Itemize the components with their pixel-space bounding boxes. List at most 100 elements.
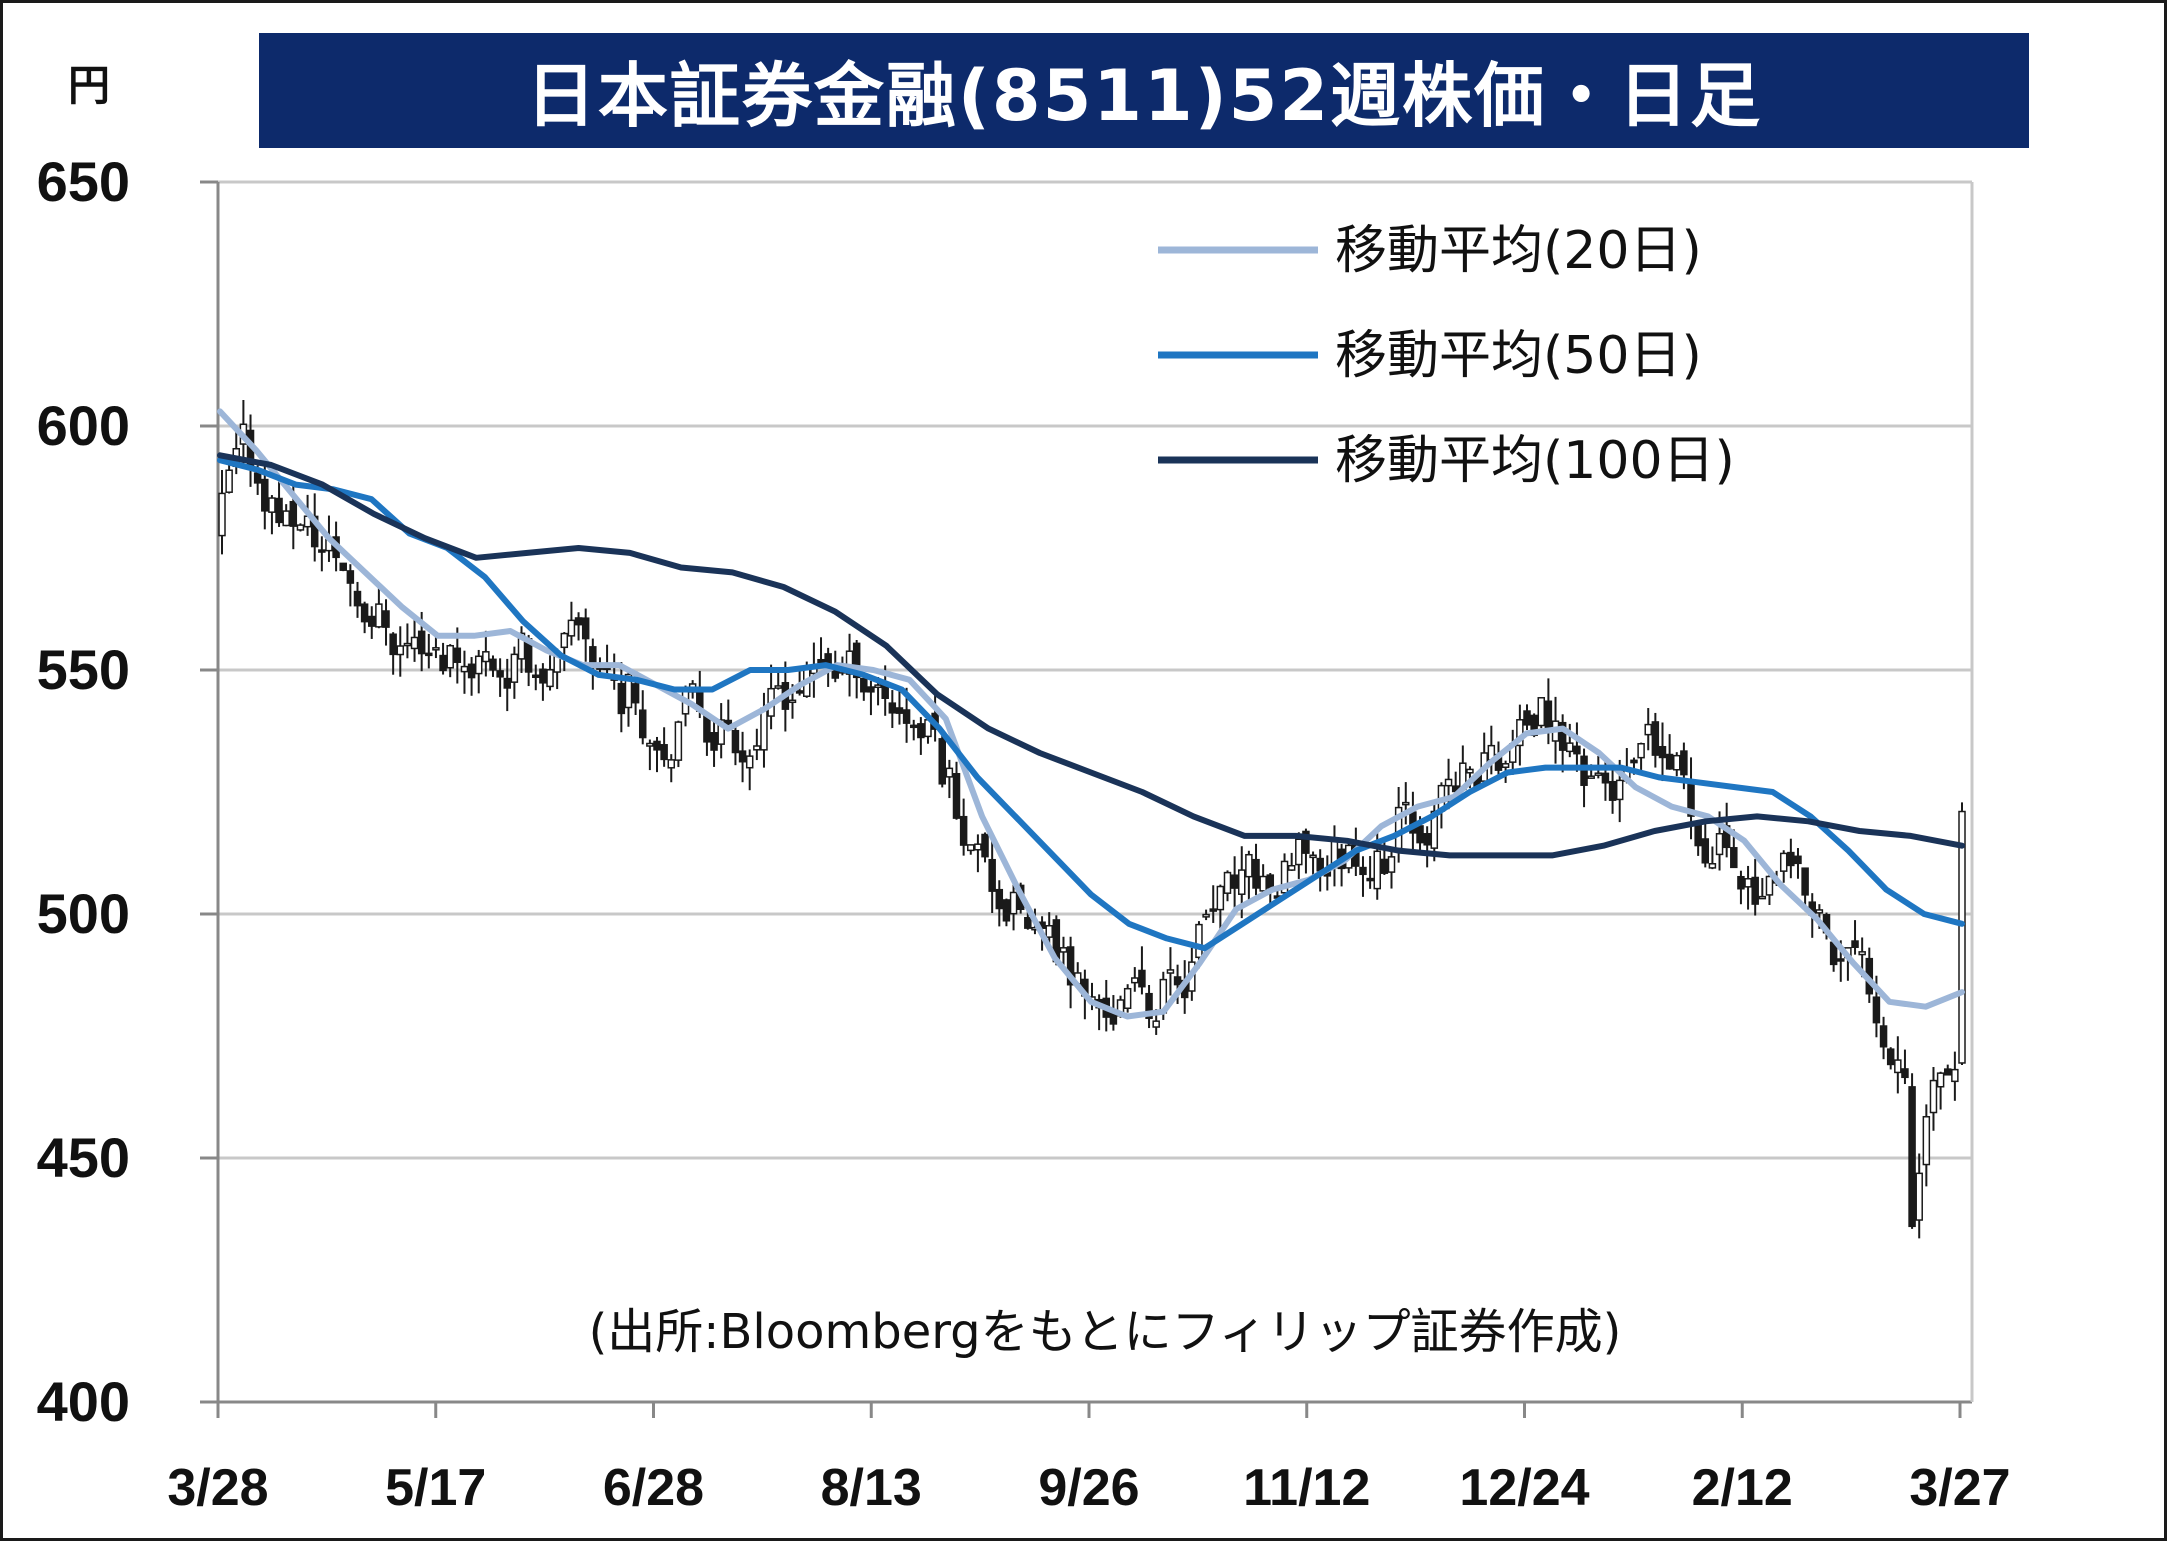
candle-body <box>1708 863 1717 869</box>
candle-body <box>1594 772 1603 776</box>
candle-body <box>1402 801 1410 806</box>
candle-body <box>1872 996 1881 1024</box>
gridlines <box>218 180 1972 1160</box>
candle-body <box>938 738 946 785</box>
candle-body <box>1466 768 1474 774</box>
candle-body <box>1123 987 1132 1009</box>
candle-body <box>1309 854 1317 859</box>
candle-body <box>952 773 961 819</box>
candle-body <box>731 729 740 754</box>
x-tick-label: 9/26 <box>1038 1459 1139 1517</box>
candle-body <box>467 663 476 679</box>
candle-body <box>710 732 718 751</box>
candle-body <box>1801 867 1809 896</box>
candle-body <box>1138 969 1146 988</box>
candle-body <box>860 677 868 693</box>
candle-body <box>774 685 782 689</box>
candle-body <box>1238 869 1246 895</box>
candle-body <box>1287 864 1296 871</box>
candle-body <box>396 645 405 656</box>
candle-body <box>1651 721 1660 756</box>
candle-body <box>1715 832 1724 856</box>
y-tick-label: 600 <box>37 394 130 457</box>
x-tick-label: 11/12 <box>1243 1459 1370 1517</box>
candle-body <box>788 699 797 704</box>
axes: 650 600 550 500 450 400 3/28 5/17 6/28 8/13 9/26 11… <box>37 150 2011 1517</box>
candle-body <box>1915 1172 1923 1221</box>
candle-body <box>738 750 747 763</box>
candle-body <box>1501 763 1510 769</box>
candle-body <box>1245 853 1253 878</box>
candle-body <box>517 632 526 660</box>
candle-body <box>1380 858 1389 874</box>
candle-body <box>1002 899 1011 922</box>
candle-body <box>1131 977 1139 984</box>
candle-body <box>253 472 262 484</box>
candle-body <box>1223 871 1232 894</box>
candle-body <box>417 630 426 655</box>
candle-body <box>1230 874 1239 889</box>
candle-body <box>1523 710 1531 726</box>
source-note: (出所:Bloombergをもとにフィリップ証券作成) <box>589 1304 1622 1360</box>
y-tick-label: 550 <box>37 638 130 701</box>
candle-body <box>1544 700 1553 733</box>
candle-body <box>410 636 419 650</box>
candle-body <box>1751 876 1759 905</box>
candle-body <box>1673 754 1681 771</box>
candle-body <box>617 682 626 715</box>
candle-body <box>346 570 355 584</box>
candle-body <box>1009 891 1018 915</box>
candle-body <box>268 497 276 513</box>
candle-body <box>1680 750 1688 776</box>
candle-body <box>660 744 668 761</box>
candle-body <box>1779 852 1788 872</box>
candle-body <box>296 524 305 531</box>
candle-body <box>1943 1068 1952 1076</box>
candle-body <box>1059 947 1068 953</box>
candle-body <box>1608 780 1617 801</box>
candle-body <box>1737 875 1745 890</box>
candle-body <box>895 707 904 714</box>
candle-body <box>909 724 918 729</box>
candle-body <box>1665 753 1674 770</box>
candle-body <box>1166 969 1175 974</box>
chart-title: 日本証券金融(8511)52週株価・日足 <box>525 55 1763 137</box>
candle-body <box>1202 913 1210 918</box>
candle-body <box>574 617 583 626</box>
candle-body <box>959 815 968 846</box>
legend: 移動平均(20日) 移動平均(50日) 移動平均(100日) <box>1158 221 1735 491</box>
candle-body <box>474 655 483 675</box>
candle-body <box>1936 1072 1945 1088</box>
candle-body <box>1637 743 1645 759</box>
ma-line-1 <box>217 457 1965 952</box>
legend-label: 移動平均(100日) <box>1335 431 1735 491</box>
candle-body <box>1373 850 1381 890</box>
candle-body <box>382 610 390 628</box>
candle-body <box>674 721 683 761</box>
x-tick-label: 8/13 <box>821 1459 922 1517</box>
candle-body <box>967 844 975 852</box>
candle-body <box>1730 847 1738 869</box>
candle-body <box>453 647 462 663</box>
candle-body <box>460 665 469 673</box>
candle-body <box>1573 745 1581 755</box>
candle-body <box>1765 875 1774 896</box>
candle-body <box>1252 858 1260 889</box>
candle-body <box>888 702 897 714</box>
x-tick-label: 3/27 <box>1909 1459 2010 1517</box>
candle-body <box>1444 778 1453 787</box>
moving-averages <box>217 408 1965 1020</box>
candle-body <box>1366 877 1374 882</box>
candle-body <box>389 633 397 656</box>
candle-body <box>1416 825 1424 844</box>
candle-body <box>539 668 547 684</box>
candle-body <box>1580 755 1588 786</box>
candle-body <box>760 707 768 751</box>
candle-body <box>567 619 576 637</box>
ma-line-2 <box>217 452 1965 859</box>
candle-body <box>867 686 875 693</box>
candle-body <box>1901 1068 1909 1079</box>
candle-body <box>1758 895 1767 900</box>
x-tick-label: 6/28 <box>603 1459 704 1517</box>
candle-body <box>1423 833 1431 846</box>
